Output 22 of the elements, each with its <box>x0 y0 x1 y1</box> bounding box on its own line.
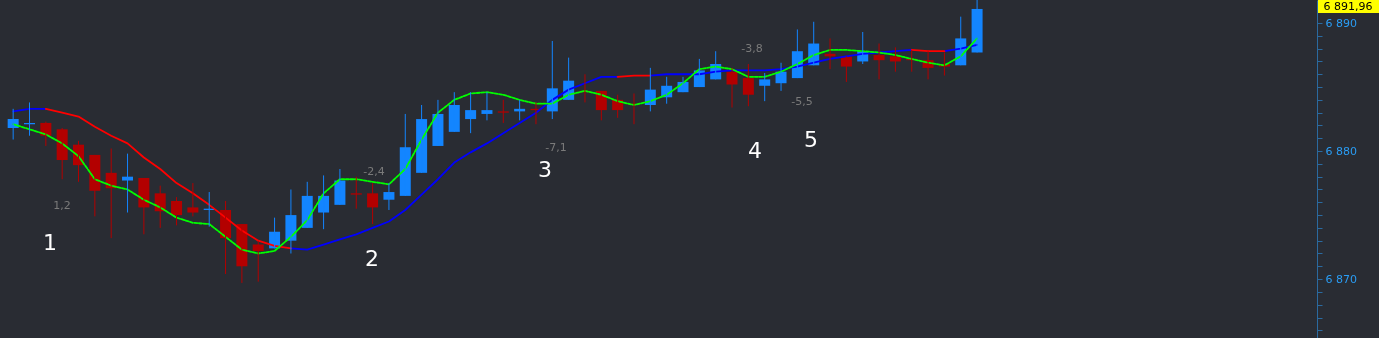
annotation: -5,5 <box>791 95 813 108</box>
annotation: 3 <box>538 157 552 182</box>
candlestick <box>187 182 199 217</box>
candlestick <box>465 91 477 134</box>
annotation: -3,8 <box>741 42 763 55</box>
annotation: -2,4 <box>363 165 385 178</box>
candlestick <box>448 91 460 133</box>
candlestick <box>350 176 362 210</box>
annotation: 4 <box>748 138 762 163</box>
annotation: -7,1 <box>545 141 567 154</box>
annotation: 1,2 <box>53 199 71 212</box>
candlestick <box>367 182 379 225</box>
candlestick <box>122 153 134 214</box>
text: 6 891,96 <box>1323 0 1373 13</box>
y-tick-label: 6 890 <box>1325 16 1357 30</box>
candlestick <box>759 72 771 102</box>
annotation: 2 <box>365 246 379 271</box>
y-tick-label: 6 880 <box>1325 144 1357 158</box>
y-tick-label: 6 870 <box>1325 272 1357 286</box>
annotation: 1 <box>43 230 57 255</box>
candlestick <box>497 99 509 124</box>
annotation: 5 <box>804 127 818 152</box>
